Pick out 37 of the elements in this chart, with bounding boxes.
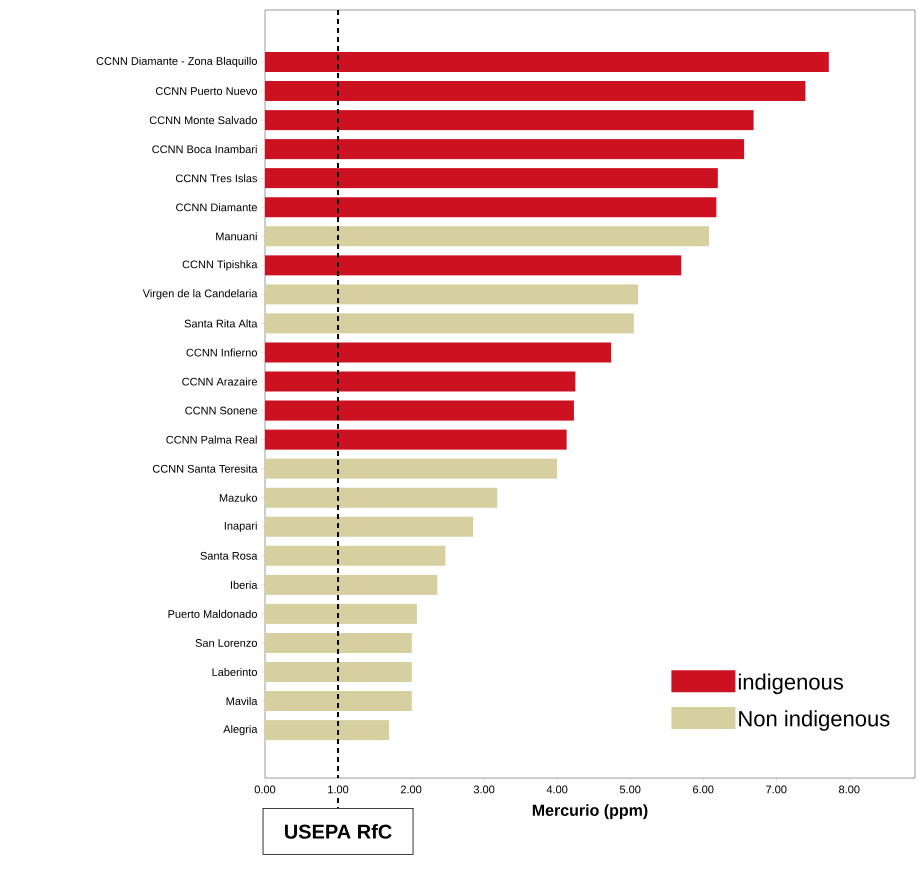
- x-tick-label: 4.00: [546, 786, 568, 794]
- x-tick-label: 0.00: [254, 786, 276, 794]
- y-tick-label: CCNN Diamante: [176, 203, 257, 212]
- y-tick-label: CCNN Puerto Nuevo: [156, 87, 257, 95]
- y-tick-label: San Lorenzo: [196, 639, 257, 647]
- y-tick-label: Santa Rosa: [200, 552, 258, 560]
- x-tick-label: 2.00: [400, 786, 422, 794]
- y-tick-label: Mavila: [226, 697, 258, 706]
- y-tick-label: Virgen de la Candelaria: [142, 289, 258, 300]
- y-tick-label: Iberia: [230, 580, 258, 589]
- y-tick-label: CCNN Arazaire: [182, 377, 257, 386]
- x-tick-label: 6.00: [693, 786, 714, 794]
- legend-label: Non indigenous: [739, 710, 890, 731]
- y-tick-label: CCNN Palma Real: [166, 436, 257, 444]
- y-tick-label: CCNN Tres Islas: [176, 174, 258, 182]
- x-tick-label: 5.00: [620, 786, 640, 794]
- y-tick-label: CCNN Tipishka: [182, 260, 258, 270]
- x-tick-label: 3.00: [474, 786, 494, 794]
- x-tick-label: 7.00: [766, 786, 786, 794]
- ref-line-label: USEPA RfC: [284, 824, 392, 839]
- x-tick-label: 1.00: [328, 786, 348, 794]
- y-tick-label: CCNN Santa Teresita: [152, 464, 258, 473]
- y-tick-label: CCNN Sonene: [185, 406, 257, 414]
- y-tick-label: CCNN Infierno: [186, 348, 257, 357]
- y-tick-label: CCNN Monte Salvado: [150, 116, 257, 124]
- y-tick-label: Inapari: [224, 522, 257, 532]
- y-tick-label: Santa Rita Alta: [184, 319, 258, 328]
- y-tick-label: Mazuko: [220, 494, 257, 502]
- x-axis-title: Mercurio (ppm): [532, 804, 648, 820]
- y-tick-label: CCNN Boca Inambari: [152, 145, 257, 154]
- y-tick-label: CCNN Diamante - Zona Blaquillo: [96, 56, 257, 68]
- y-tick-label: Manuani: [216, 232, 257, 240]
- legend-label: indigenous: [738, 674, 844, 694]
- y-tick-label: Laberinto: [212, 668, 257, 676]
- y-tick-label: Alegria: [223, 724, 258, 736]
- y-tick-label: Puerto Maldonado: [168, 610, 257, 618]
- x-tick-label: 8.00: [839, 786, 860, 794]
